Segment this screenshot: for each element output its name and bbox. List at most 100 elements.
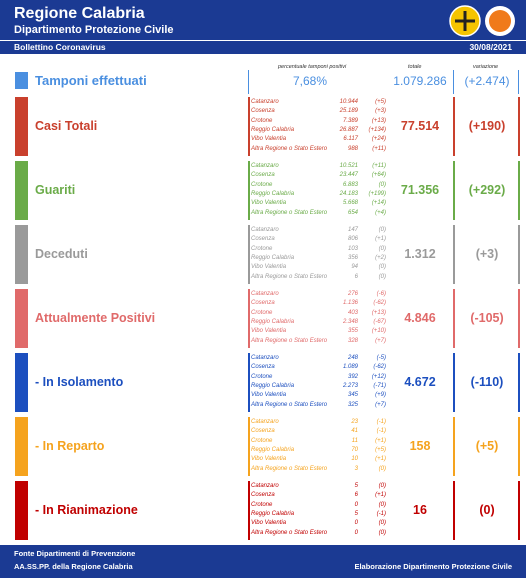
province-variation: (+5)	[375, 99, 386, 105]
province-name: Reggio Calabria	[251, 318, 295, 325]
province-value: 25.189	[339, 108, 358, 115]
province-value: 276	[347, 291, 358, 297]
section-total: 77.514	[400, 119, 440, 133]
province-value: 10.944	[339, 99, 358, 105]
variation-header: variazione	[473, 64, 499, 70]
divider	[453, 97, 455, 156]
divider	[518, 353, 520, 412]
section-variation: (+3)	[475, 247, 499, 261]
province-name: Reggio Calabria	[251, 382, 295, 389]
section-marker	[15, 225, 28, 284]
province-variation: (+13)	[371, 117, 386, 124]
province-name: Altra Regione o Stato Estero	[251, 337, 328, 344]
divider	[453, 417, 455, 476]
province-value: 10	[351, 456, 358, 463]
province-name: Cosenza	[251, 364, 275, 371]
divider	[518, 289, 520, 348]
province-variation: (+7)	[375, 337, 386, 344]
province-name: Altra Regione o Stato Estero	[251, 209, 328, 216]
province-value: 6.883	[342, 181, 358, 188]
province-name: Vibo Valentia	[251, 264, 287, 271]
province-name: Vibo Valentia	[251, 456, 287, 463]
section-label: Guariti	[35, 183, 76, 197]
section-marker	[15, 353, 28, 412]
province-name: Catanzaro	[251, 291, 279, 297]
province-value: 0	[354, 501, 358, 508]
province-name: Vibo Valentia	[251, 328, 287, 335]
province-variation: (+5)	[375, 446, 386, 453]
section-marker	[15, 417, 28, 476]
province-variation: (+10)	[371, 328, 386, 335]
section-label: Attualmente Positivi	[35, 311, 156, 325]
province-name: Reggio Calabria	[251, 446, 295, 453]
province-variation: (-1)	[376, 510, 386, 517]
divider	[248, 97, 250, 156]
province-name: Reggio Calabria	[251, 190, 295, 197]
province-value: 26.887	[339, 126, 358, 133]
divider	[453, 353, 455, 412]
footer-band	[0, 545, 526, 578]
province-variation: (-67)	[373, 318, 386, 325]
province-value: 392	[347, 373, 358, 380]
province-variation: (0)	[378, 520, 386, 527]
province-value: 11	[351, 437, 358, 444]
province-value: 23.447	[339, 172, 358, 179]
section-variation: (+292)	[468, 183, 506, 197]
tests-label: Tamponi effettuati	[35, 73, 147, 88]
province-variation: (-6)	[376, 291, 386, 297]
province-value: 10.521	[339, 163, 358, 169]
province-value: 7.389	[342, 117, 358, 124]
divider	[248, 161, 250, 220]
province-value: 806	[347, 236, 358, 243]
province-name: Crotone	[251, 117, 273, 124]
header-subtitle: Dipartimento Protezione Civile	[14, 24, 174, 36]
province-value: 5	[354, 510, 358, 517]
province-name: Crotone	[251, 437, 273, 444]
province-value: 5.668	[342, 200, 358, 207]
divider	[518, 225, 520, 284]
divider	[518, 161, 520, 220]
province-variation: (+1)	[375, 492, 386, 499]
divider	[248, 481, 250, 540]
province-value: 147	[347, 227, 358, 233]
province-value: 5	[354, 483, 358, 489]
section-marker	[15, 289, 28, 348]
province-variation: (+199)	[368, 190, 386, 197]
province-variation: (+4)	[375, 209, 386, 216]
province-variation: (+11)	[372, 145, 386, 152]
province-variation: (+24)	[371, 136, 386, 143]
province-name: Catanzaro	[251, 419, 279, 425]
province-value: 403	[347, 309, 358, 316]
province-name: Catanzaro	[251, 483, 279, 489]
tests-variation: (+2.474)	[464, 74, 510, 88]
province-variation: (-1)	[376, 428, 386, 435]
province-name: Vibo Valentia	[251, 520, 287, 527]
tests-positivity: 7,68%	[292, 74, 328, 88]
province-variation: (0)	[378, 264, 386, 271]
section-variation: (0)	[479, 503, 495, 517]
province-value: 654	[347, 209, 358, 216]
header-band	[0, 0, 526, 54]
province-variation: (0)	[378, 483, 386, 489]
province-variation: (+1)	[375, 236, 386, 243]
section-label: - In Reparto	[35, 439, 105, 453]
province-variation: (0)	[378, 227, 386, 233]
province-value: 0	[354, 529, 358, 536]
section-label: Deceduti	[35, 247, 88, 261]
divider	[248, 225, 250, 284]
section-total: 4.672	[404, 375, 436, 389]
province-value: 988	[347, 145, 358, 152]
divider	[518, 481, 520, 540]
tests-marker	[15, 72, 28, 89]
divider	[453, 161, 455, 220]
section-marker	[15, 481, 28, 540]
tests-total: 1.079.286	[393, 74, 447, 88]
divider	[453, 225, 455, 284]
footer-source: AA.SS.PP. della Regione Calabria	[14, 562, 133, 571]
header-separator	[0, 40, 526, 41]
province-variation: (-71)	[373, 382, 386, 389]
divider	[248, 353, 250, 412]
province-name: Vibo Valentia	[251, 200, 287, 207]
province-variation: (-1)	[376, 419, 386, 425]
divider	[248, 289, 250, 348]
